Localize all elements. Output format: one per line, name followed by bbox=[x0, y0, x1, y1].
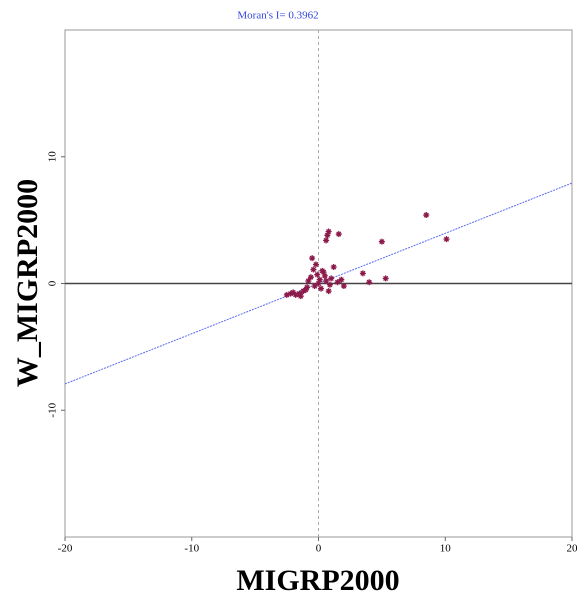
point bbox=[314, 271, 321, 278]
point bbox=[330, 264, 337, 271]
point bbox=[316, 276, 323, 283]
point bbox=[328, 275, 335, 282]
point bbox=[338, 276, 345, 283]
point bbox=[326, 281, 333, 288]
point bbox=[283, 291, 290, 298]
x-tick-label: 20 bbox=[567, 543, 579, 555]
y-axis-label: W_MIGRP2000 bbox=[11, 179, 44, 387]
point bbox=[325, 228, 332, 235]
point bbox=[323, 237, 330, 244]
point bbox=[302, 286, 309, 293]
y-tick-label: -10 bbox=[47, 402, 59, 417]
point bbox=[366, 279, 373, 286]
point bbox=[305, 277, 312, 284]
point bbox=[309, 255, 316, 262]
point bbox=[443, 236, 450, 243]
point bbox=[334, 279, 341, 286]
point bbox=[287, 290, 294, 297]
point bbox=[312, 261, 319, 268]
point bbox=[311, 283, 318, 290]
x-axis-label: MIGRP2000 bbox=[236, 564, 399, 597]
point bbox=[296, 290, 303, 297]
y-tick-label: 10 bbox=[47, 151, 59, 163]
point bbox=[340, 283, 347, 290]
point bbox=[318, 285, 325, 292]
point bbox=[335, 231, 342, 238]
point bbox=[324, 232, 331, 239]
point bbox=[323, 277, 330, 284]
point bbox=[378, 238, 385, 245]
chart-title: Moran's I= 0.3962 bbox=[237, 10, 318, 22]
point bbox=[292, 291, 299, 298]
point bbox=[297, 293, 304, 300]
point bbox=[304, 284, 311, 291]
point bbox=[321, 272, 328, 279]
point bbox=[359, 270, 366, 277]
point bbox=[307, 274, 314, 281]
point bbox=[290, 289, 297, 296]
point bbox=[300, 288, 307, 295]
x-tick-label: 10 bbox=[440, 543, 452, 555]
y-tick-label: 0 bbox=[47, 280, 59, 286]
point bbox=[325, 288, 332, 295]
point bbox=[310, 266, 317, 273]
x-tick-label: -20 bbox=[58, 543, 73, 555]
regression-line bbox=[64, 182, 573, 385]
point bbox=[315, 280, 322, 287]
point bbox=[320, 269, 327, 276]
x-tick-label: 0 bbox=[316, 543, 322, 555]
point bbox=[382, 275, 389, 282]
point bbox=[423, 212, 430, 219]
x-tick-label: -10 bbox=[184, 543, 199, 555]
